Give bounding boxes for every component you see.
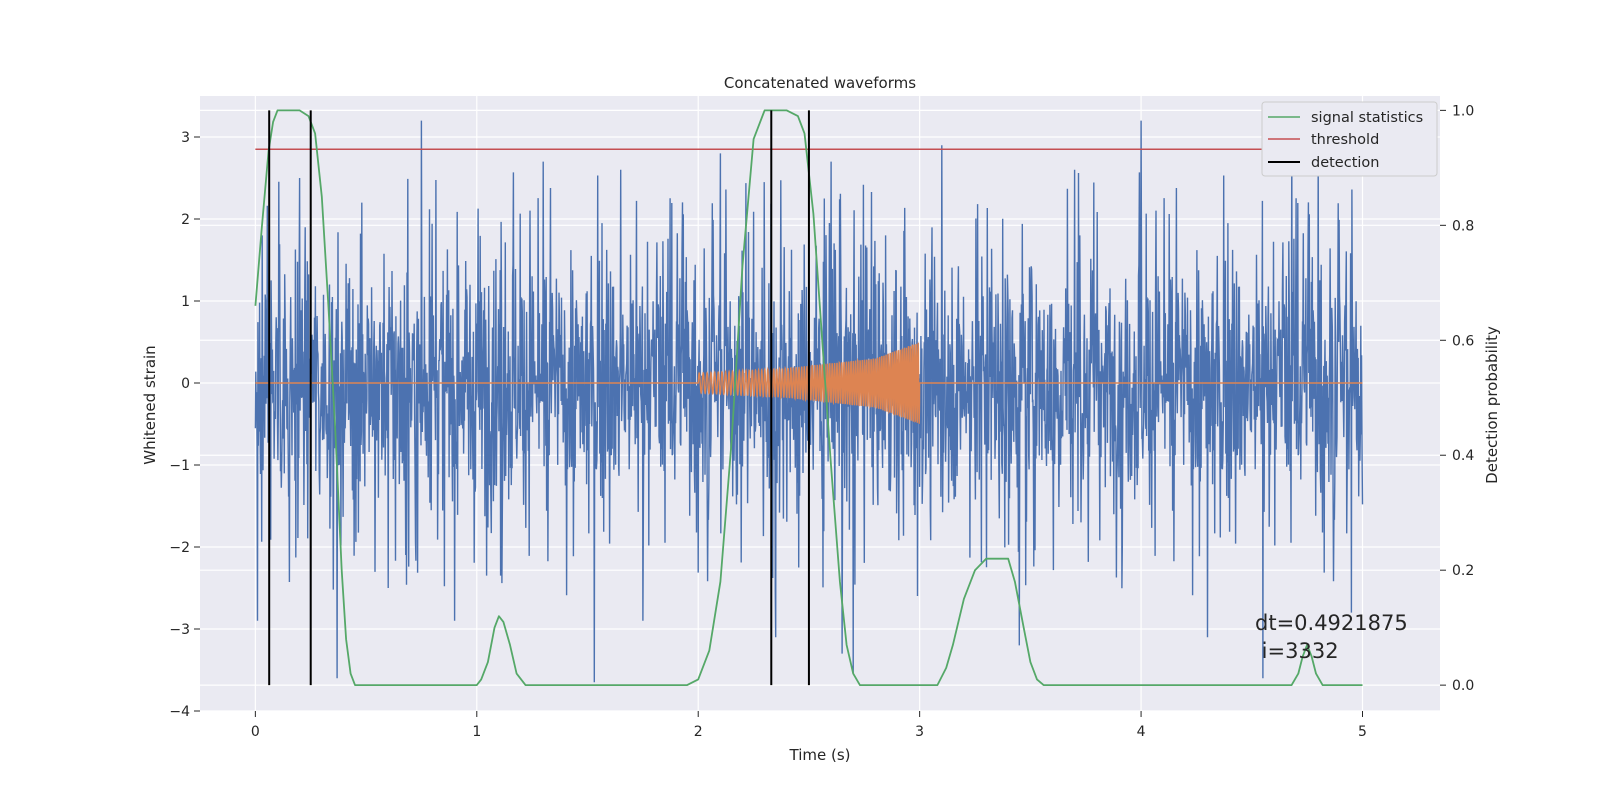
y-right-tick-label: 0.0 [1452, 678, 1474, 694]
statistics-lines [254, 109, 1385, 686]
x-tick-label: 3 [915, 724, 924, 740]
legend-label-threshold: threshold [1311, 132, 1379, 148]
legend-label-detection: detection [1311, 155, 1379, 171]
y-right-tick-label: 0.2 [1452, 563, 1474, 579]
y-left-tick-label: 1 [181, 294, 190, 310]
y-left-tick-label: −1 [169, 458, 190, 474]
x-tick-label: 0 [251, 724, 260, 740]
y-axis-label-left: Whitened strain [141, 345, 159, 464]
y-right-tick-label: 1.0 [1452, 103, 1474, 119]
axis-ticks: 0 1 2 3 4 5 −4 −3 −2 −1 0 1 2 3 0.0 0.2 0.4 0.6 0.8 1.0 [169, 103, 1474, 740]
y-left-tick-label: 3 [181, 130, 190, 146]
annotation-dt: dt=0.4921875 [1255, 611, 1408, 635]
x-tick-label: 1 [472, 724, 481, 740]
legend-label-signal-statistics: signal statistics [1311, 110, 1423, 126]
y-left-tick-label: −3 [169, 622, 190, 638]
signal-statistics-line [254, 109, 1363, 686]
y-right-tick-label: 0.6 [1452, 333, 1474, 349]
y-left-tick-label: −2 [169, 540, 190, 556]
y-axis-label-right: Detection probability [1483, 326, 1501, 484]
x-tick-label: 4 [1137, 724, 1146, 740]
legend-box [1261, 101, 1438, 177]
y-left-tick-label: 2 [181, 212, 190, 228]
y-left-tick-label: −4 [169, 704, 190, 720]
x-axis-label: Time (s) [789, 746, 851, 764]
detection-lines [268, 110, 810, 686]
x-tick-label: 2 [694, 724, 703, 740]
y-right-tick-label: 0.8 [1452, 218, 1474, 234]
y-right-tick-label: 0.4 [1452, 448, 1474, 464]
annotation-index: i=3332 [1255, 639, 1339, 663]
y-left-tick-label: 0 [181, 376, 190, 392]
legend: signal statistics threshold detection [1261, 101, 1438, 177]
chart-title: Concatenated waveforms [724, 74, 916, 92]
x-tick-label: 5 [1358, 724, 1367, 740]
